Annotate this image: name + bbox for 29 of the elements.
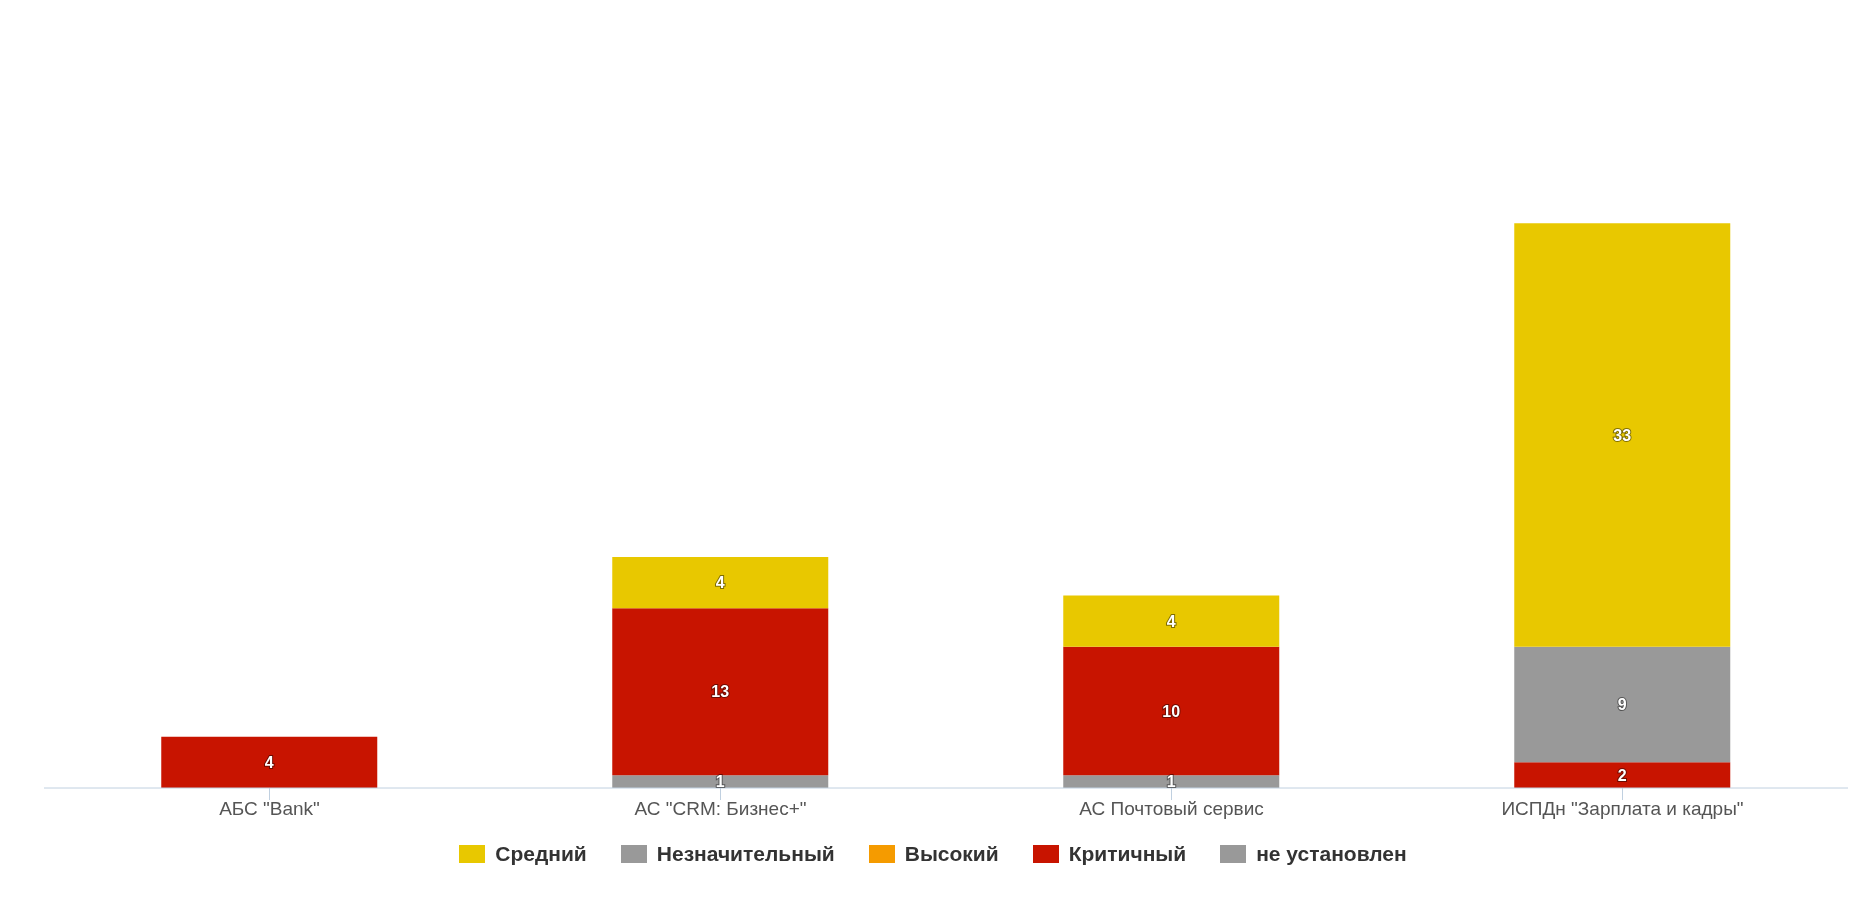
legend-label: не установлен [1256, 842, 1407, 866]
data-label: 4 [264, 754, 274, 772]
data-label: 1 [715, 773, 725, 791]
data-label: 1 [1166, 773, 1176, 791]
legend-label: Средний [495, 842, 587, 866]
x-tick-label: АС "CRM: Бизнес+" [634, 798, 807, 820]
bar [1514, 762, 1731, 788]
x-tick-label: АС Почтовый сервис [1079, 798, 1264, 820]
data-label: 33 [1613, 426, 1632, 444]
legend-label: Высокий [904, 842, 999, 866]
x-tick-label: ИСПДн "Зарплата и кадры" [1501, 798, 1744, 820]
bar [612, 775, 829, 788]
bar [1063, 595, 1280, 647]
legend-label: Незначительный [656, 842, 835, 866]
bar [1514, 646, 1731, 763]
bar [1063, 775, 1280, 788]
bar [1514, 223, 1731, 647]
x-tick-label: АБС "Bank" [219, 798, 320, 820]
data-label: 9 [1617, 696, 1627, 714]
bar [1063, 646, 1280, 776]
data-label: 13 [711, 683, 730, 701]
bar [161, 736, 378, 788]
data-label: 2 [1617, 766, 1627, 784]
data-label: 4 [715, 574, 725, 592]
bar [612, 608, 829, 776]
bar [612, 557, 829, 609]
data-label: 10 [1162, 702, 1181, 720]
data-label: 4 [1166, 612, 1176, 630]
legend-label: Критичный [1068, 842, 1187, 866]
